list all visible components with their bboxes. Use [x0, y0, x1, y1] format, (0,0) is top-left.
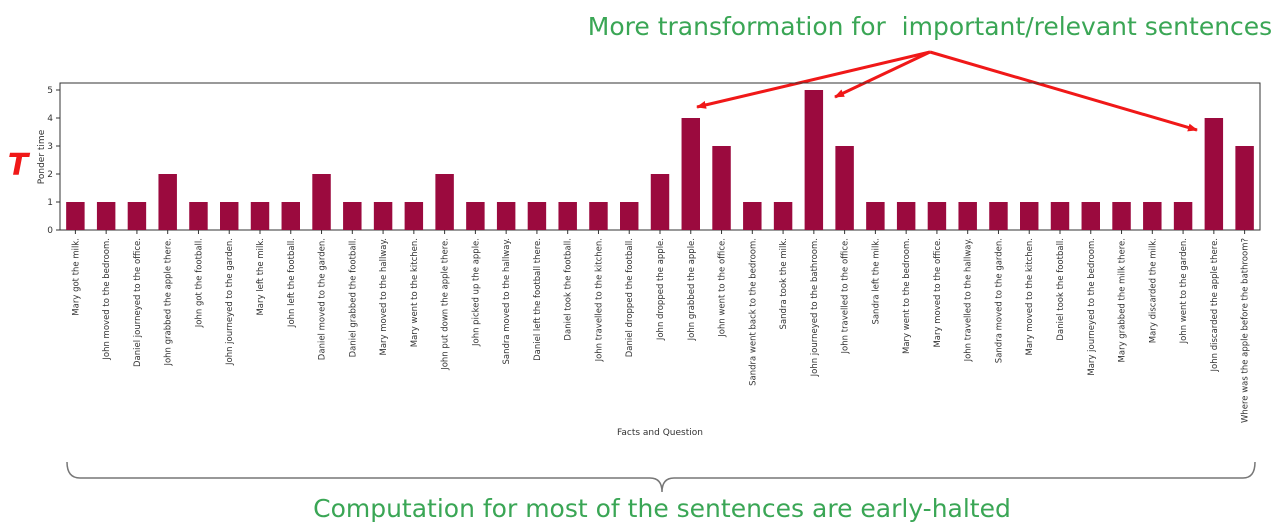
bar [281, 202, 300, 230]
x-tick-label: John put down the apple there. [441, 238, 451, 371]
bar [127, 202, 147, 230]
y-tick-label: 1 [47, 198, 53, 208]
bar [989, 202, 1008, 230]
x-tick-label: John journeyed to the garden. [225, 238, 235, 366]
x-tick-label: Mary grabbed the milk there. [1118, 238, 1128, 362]
x-tick-label: John grabbed the apple there. [164, 238, 174, 367]
bar [189, 202, 208, 230]
bar [773, 202, 793, 230]
bar [343, 202, 362, 230]
bar [589, 202, 608, 230]
x-axis-label: Facts and Question [617, 428, 703, 438]
x-tick-label: Mary got the milk. [71, 238, 81, 316]
bar [681, 118, 700, 230]
bar [527, 202, 547, 230]
bar [1112, 202, 1131, 230]
bar [804, 90, 824, 230]
brace [66, 461, 1256, 493]
bar [96, 202, 116, 230]
bar [220, 202, 239, 230]
bar [558, 202, 577, 230]
x-tick-label: Daniel moved to the garden. [318, 238, 328, 360]
x-tick-label: John got the football. [194, 238, 204, 328]
x-tick-label: John went to the office. [718, 238, 728, 338]
bar [1143, 202, 1162, 230]
bar [312, 174, 331, 230]
bar [1020, 202, 1039, 230]
x-tick-label: Sandra took the milk. [779, 238, 789, 329]
x-tick-label: John picked up the apple. [471, 238, 481, 347]
bar [496, 202, 516, 230]
x-tick-label: Daniel dropped the football. [625, 238, 635, 357]
x-tick-label: Daniel journeyed to the office. [133, 238, 143, 367]
x-tick-label: Daniel grabbed the football. [348, 238, 358, 357]
bar [958, 202, 977, 230]
x-tick-label: Mary moved to the office. [933, 238, 943, 348]
x-tick-label: Sandra left the milk. [871, 238, 881, 325]
bar [866, 202, 885, 230]
x-tick-label: Daniel left the football there. [533, 238, 543, 361]
bar [404, 202, 424, 230]
x-tick-label: John grabbed the apple. [687, 238, 697, 341]
bar [1173, 202, 1193, 230]
x-tick-label: Mary moved to the hallway. [379, 238, 389, 356]
x-tick-label: Daniel took the football. [564, 238, 574, 341]
bar [712, 146, 731, 230]
bar [250, 202, 270, 230]
x-tick-label: Mary discarded the milk. [1148, 238, 1158, 343]
bar [1204, 118, 1224, 230]
y-tick-label: 4 [47, 114, 53, 124]
bar [620, 202, 639, 230]
bar [927, 202, 947, 230]
x-tick-label: Sandra went back to the bedroom. [748, 238, 758, 386]
bottom-note: Computation for most of the sentences ar… [313, 494, 1011, 523]
bar [466, 202, 485, 230]
bar [158, 174, 177, 230]
arrows [696, 50, 1198, 132]
bar [835, 146, 854, 230]
x-tick-label: Mary went to the kitchen. [410, 238, 420, 347]
t-symbol: T [8, 148, 31, 183]
bar [896, 202, 916, 230]
x-tick-label: Mary moved to the kitchen. [1025, 238, 1035, 356]
bar [66, 202, 85, 230]
bar [1235, 146, 1254, 230]
x-tick-label: John travelled to the hallway. [964, 238, 974, 362]
y-tick-label: 3 [47, 142, 53, 152]
x-tick-label: John travelled to the office. [841, 238, 851, 354]
bar [650, 174, 670, 230]
x-tick-label: Mary journeyed to the bedroom. [1087, 238, 1097, 376]
x-tick-label: Daniel took the football. [1056, 238, 1066, 341]
y-axis-label: Ponder time [37, 129, 47, 184]
y-tick-label: 0 [47, 226, 53, 236]
x-tick-label: John dropped the apple. [656, 238, 666, 341]
x-tick-label: John left the football. [287, 238, 297, 328]
x-tick-label: John moved to the bedroom. [102, 238, 112, 361]
x-tick-label: Mary left the milk. [256, 238, 266, 316]
x-tick-label: John discarded the apple there. [1210, 238, 1220, 372]
y-tick-label: 2 [47, 170, 53, 180]
x-tick-label: Where was the apple before the bathroom? [1241, 238, 1251, 423]
y-tick-label: 5 [47, 86, 53, 96]
x-tick-label: John journeyed to the bathroom. [810, 238, 820, 377]
x-tick-label: Mary went to the bedroom. [902, 238, 912, 354]
bar [435, 174, 454, 230]
bar [373, 202, 393, 230]
x-tick-label: John travelled to the kitchen. [594, 238, 604, 362]
bar [743, 202, 762, 230]
x-tick-label: John went to the garden. [1179, 238, 1189, 344]
bar [1050, 202, 1070, 230]
x-tick-label: Sandra moved to the garden. [994, 238, 1004, 363]
bar [1081, 202, 1100, 230]
x-tick-label: Sandra moved to the hallway. [502, 238, 512, 365]
top-note: More transformation for important/releva… [588, 12, 1272, 41]
